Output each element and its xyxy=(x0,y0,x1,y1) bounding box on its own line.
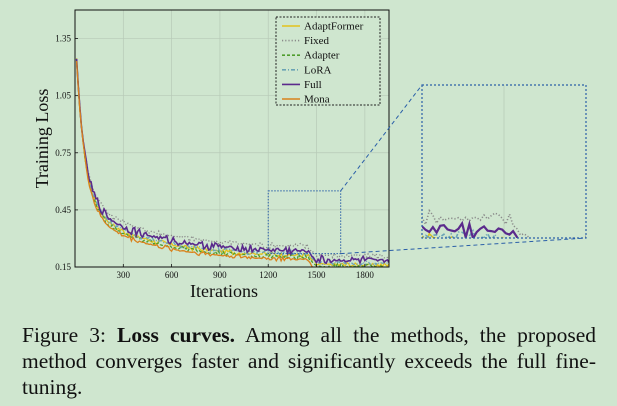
series-line-fixed xyxy=(75,62,389,262)
inset-series-line-full xyxy=(422,219,519,238)
y-tick-label: 0.75 xyxy=(55,148,71,158)
legend-label-adaptformer: AdaptFormer xyxy=(304,21,364,33)
x-tick-label: 600 xyxy=(165,270,179,280)
inset-series-line-mona xyxy=(418,245,589,277)
y-tick-label: 1.35 xyxy=(55,34,71,44)
inset-series-group xyxy=(418,85,589,277)
loss-curve-figure: 300 600 900 1200 1500 1800 0.15 0.45 0.75 1.05 1.3… xyxy=(32,9,589,301)
x-axis-label: Iterations xyxy=(190,281,258,301)
zoom-region-box xyxy=(267,190,342,255)
zoom-connector-top xyxy=(340,84,423,192)
y-tick-label: 0.45 xyxy=(55,205,71,215)
x-tick-label: 300 xyxy=(117,270,131,280)
x-tick-label: 1200 xyxy=(259,270,278,280)
legend-label-mona: Mona xyxy=(304,94,330,106)
plot-frame xyxy=(74,9,390,268)
y-axis-label: Training Loss xyxy=(32,89,52,189)
y-tick-label: 1.05 xyxy=(55,91,71,101)
legend: AdaptFormer Fixed Adapter LoRA Full Mona xyxy=(275,16,381,106)
series-line-adapter xyxy=(75,60,389,267)
caption-figure-label: Figure 3: xyxy=(22,323,106,347)
legend-label-adapter: Adapter xyxy=(304,50,340,62)
caption-bold-title: Loss curves. xyxy=(117,323,236,347)
x-tick-label: 1800 xyxy=(356,270,375,280)
x-tick-label: 900 xyxy=(213,270,227,280)
x-tick-label: 1500 xyxy=(308,270,327,280)
legend-label-lora: LoRA xyxy=(304,64,332,76)
inset-series-line-adaptformer xyxy=(422,232,504,238)
caption-text: Among all the methods, the proposed meth… xyxy=(22,323,596,399)
legend-label-fixed: Fixed xyxy=(304,35,330,47)
legend-label-full: Full xyxy=(304,79,322,91)
loss-chart: 300 600 900 1200 1500 1800 0.15 0.45 0.75 1.05 1.3… xyxy=(32,9,589,301)
zoom-connector-bottom xyxy=(340,237,587,255)
series-line-mona xyxy=(75,60,358,267)
y-tick-label: 0.15 xyxy=(55,262,71,272)
series-line-full xyxy=(75,58,389,266)
inset-series-line-adapter xyxy=(490,236,492,238)
zoom-inset-box xyxy=(421,84,587,239)
series-group xyxy=(75,58,389,267)
legend-box xyxy=(275,16,381,106)
figure-caption: Figure 3: Loss curves. Among all the met… xyxy=(22,322,596,400)
